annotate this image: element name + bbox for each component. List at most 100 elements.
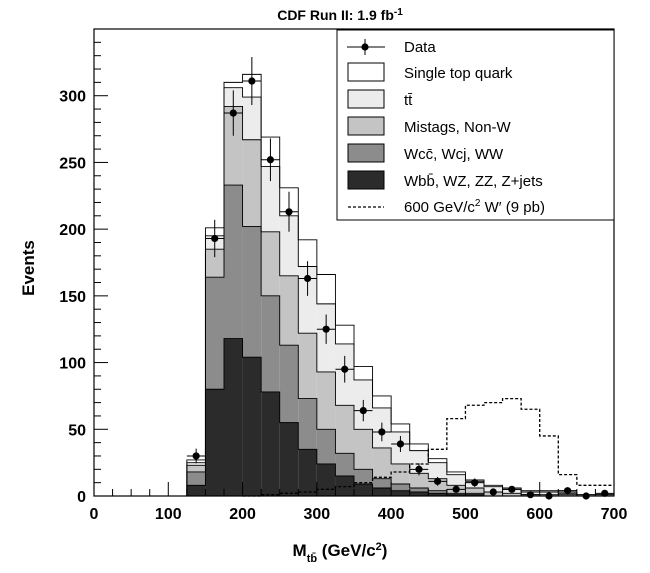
bar-s0-b7 [224,338,243,496]
bar-s0-b16 [391,490,410,496]
bar-s0-b20 [465,494,484,496]
legend-wcc-label: Wcc̄, Wcj, WW [404,146,504,163]
data-point-18 [526,491,535,499]
bar-s4-b7 [224,82,243,88]
legend-wbb-label: Wbb̄, WZ, ZZ, Z+jets [404,173,543,190]
bar-s2-b16 [391,463,410,484]
bar-s2-b20 [465,487,484,494]
bar-s2-b25 [558,494,577,496]
x-tick-label-200: 200 [229,506,256,523]
data-point-0 [192,452,200,460]
data-point-13 [433,477,442,485]
bar-s0-b12 [316,463,336,496]
legend-data-marker [361,43,369,51]
bar-s1-b9 [261,295,280,392]
bar-s2-b7 [224,106,243,186]
axes [93,28,615,497]
bar-s0-b11 [298,449,317,496]
bar-s1-b17 [409,487,429,492]
bar-s4-b24 [539,490,559,492]
wprime-curve [242,397,614,497]
stack-bars [94,73,615,497]
bar-s2-b11 [298,333,317,399]
x-tick-label-600: 600 [526,506,553,523]
chart-title: CDF Run II: 1.9 fb-1 [277,7,403,23]
bar-s3-b19 [446,474,466,486]
data-point-3 [248,77,256,85]
legend-wbb-swatch [347,170,385,190]
bar-s4-b11 [298,239,317,267]
data-point-4 [266,156,275,164]
bar-s0-b15 [372,487,392,496]
bar-s0-b17 [409,491,429,496]
bar-s4-b15 [372,395,392,408]
x-axis-label: Mtb̄ (GeV/c2) [293,541,388,565]
bar-s1-b13 [335,453,354,476]
x-tick-label-100: 100 [155,506,182,523]
bar-s0-b5 [186,485,206,496]
y-tick-label-150: 150 [59,289,86,306]
bar-s3-b10 [279,215,299,276]
bar-s1-b8 [242,226,262,358]
bar-s0-b13 [335,475,354,496]
data-point-15 [471,479,479,487]
bar-s0-b8 [242,357,262,496]
bar-s3-b11 [298,266,317,334]
data-point-22 [601,489,609,497]
bar-s4-b19 [446,471,466,475]
data-point-14 [452,485,460,493]
bar-s0-b9 [261,391,280,496]
legend-wprime-label: 600 GeV/c2 W′ (9 pb) [404,198,545,216]
legend-mistags-label: Mistags, Non-W [404,119,512,136]
bar-s2-b8 [242,139,262,227]
bar-s4-b21 [484,485,503,487]
y-tick-label-50: 50 [68,422,86,439]
bar-s4-b18 [428,458,447,463]
y-tick-label-100: 100 [59,356,86,373]
bar-s2-b5 [186,465,206,472]
bar-s3-b9 [261,166,280,232]
x-tick-label-0: 0 [90,506,99,523]
bar-s4-b16 [391,423,410,432]
bar-s0-b18 [428,493,447,496]
data-point-11 [396,440,405,448]
y-tick-label-200: 200 [59,222,86,239]
bar-s2-b15 [372,447,392,479]
bar-s0-b6 [205,389,224,496]
bar-s2-b17 [409,473,429,488]
bar-s3-b8 [242,97,262,140]
data-point-12 [415,465,423,473]
y-tick-label-0: 0 [77,489,86,506]
legend-mistags-swatch [347,116,385,136]
bar-s3-b17 [409,450,429,474]
legend-data-label: Data [404,39,436,56]
y-tick-label-250: 250 [59,155,86,172]
y-tick-label-300: 300 [59,89,86,106]
bar-s2-b14 [354,429,373,470]
bar-s3-b5 [186,462,206,466]
bar-s2-b22 [502,493,522,496]
data-point-17 [508,485,516,493]
wprime-step [242,397,614,497]
bar-s1-b7 [224,185,243,339]
legend-wcc-swatch [347,143,385,163]
data-point-2 [229,109,237,117]
data-point-16 [489,488,497,496]
data-point-7 [322,325,330,333]
x-tick-label-500: 500 [452,506,479,523]
x-tick-label-400: 400 [378,506,405,523]
legend-single-top-swatch [347,62,385,82]
bar-s0-b19 [446,494,466,496]
bar-s1-b11 [298,398,317,450]
bar-s1-b12 [316,429,336,464]
data-point-1 [211,234,219,243]
bar-s2-b12 [316,371,336,430]
bar-s1-b19 [446,493,466,495]
data-point-8 [341,365,349,373]
legend-ttbar-label: tt̄ [404,92,413,109]
bar-s1-b14 [354,469,373,484]
bar-s4-b12 [316,274,336,304]
bar-s1-b20 [465,493,484,495]
bar-s3-b18 [428,462,447,479]
